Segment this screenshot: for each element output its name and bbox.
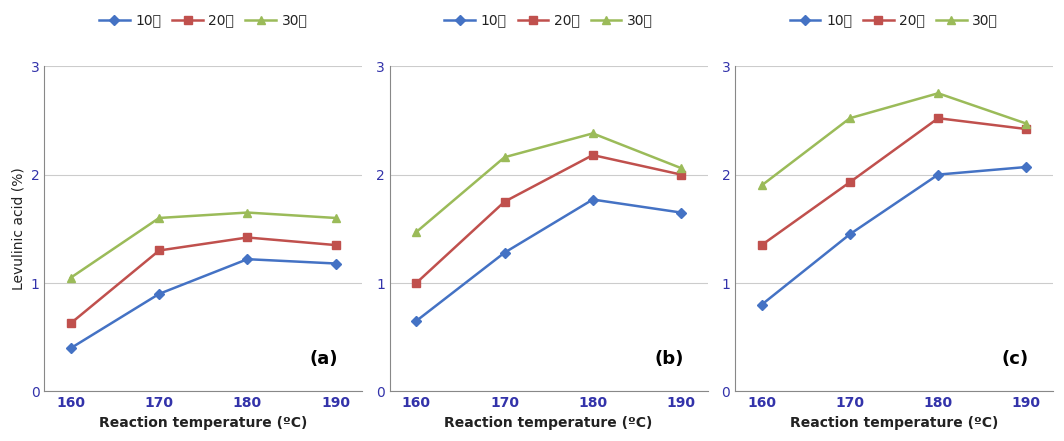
Text: (a): (a) [310, 350, 338, 368]
20분 [153, 248, 166, 253]
Line: 20분: 20분 [758, 114, 1030, 249]
20분 [242, 235, 254, 240]
Text: (b): (b) [654, 350, 684, 368]
20분 [1020, 127, 1033, 132]
10분 [755, 302, 768, 307]
Text: (c): (c) [1001, 350, 1028, 368]
10분 [1020, 164, 1033, 170]
X-axis label: Reaction temperature (ºC): Reaction temperature (ºC) [445, 416, 653, 430]
10분 [586, 197, 599, 202]
10분 [932, 172, 945, 177]
Line: 10분: 10분 [413, 196, 685, 325]
20분 [410, 280, 422, 286]
20분 [498, 199, 511, 204]
30분 [498, 155, 511, 160]
Y-axis label: Levulinic acid (%): Levulinic acid (%) [11, 168, 26, 290]
30분 [1020, 121, 1033, 126]
10분 [675, 210, 687, 215]
30분 [329, 215, 342, 220]
Line: 20분: 20분 [67, 234, 339, 327]
10분 [498, 250, 511, 255]
X-axis label: Reaction temperature (ºC): Reaction temperature (ºC) [99, 416, 307, 430]
20분 [675, 172, 687, 177]
X-axis label: Reaction temperature (ºC): Reaction temperature (ºC) [789, 416, 998, 430]
20분 [844, 179, 857, 185]
30분 [410, 229, 422, 235]
Legend: 10분, 20분, 30분: 10분, 20분, 30분 [784, 8, 1003, 33]
Line: 20분: 20분 [413, 151, 685, 287]
Line: 30분: 30분 [67, 209, 339, 281]
Line: 30분: 30분 [413, 130, 685, 236]
30분 [153, 215, 166, 220]
Line: 10분: 10분 [67, 255, 339, 352]
20분 [932, 116, 945, 121]
Legend: 10분, 20분, 30분: 10분, 20분, 30분 [94, 8, 313, 33]
30분 [675, 165, 687, 171]
10분 [153, 291, 166, 296]
30분 [755, 183, 768, 188]
Line: 10분: 10분 [758, 163, 1030, 309]
20분 [586, 153, 599, 158]
30분 [586, 131, 599, 136]
10분 [410, 318, 422, 324]
10분 [329, 261, 342, 266]
20분 [329, 243, 342, 248]
Legend: 10분, 20분, 30분: 10분, 20분, 30분 [439, 8, 659, 33]
10분 [242, 257, 254, 262]
30분 [65, 275, 78, 280]
10분 [65, 345, 78, 351]
10분 [844, 232, 857, 237]
20분 [755, 243, 768, 248]
30분 [844, 116, 857, 121]
Line: 30분: 30분 [758, 90, 1030, 189]
30분 [242, 210, 254, 215]
20분 [65, 321, 78, 326]
30분 [932, 90, 945, 96]
